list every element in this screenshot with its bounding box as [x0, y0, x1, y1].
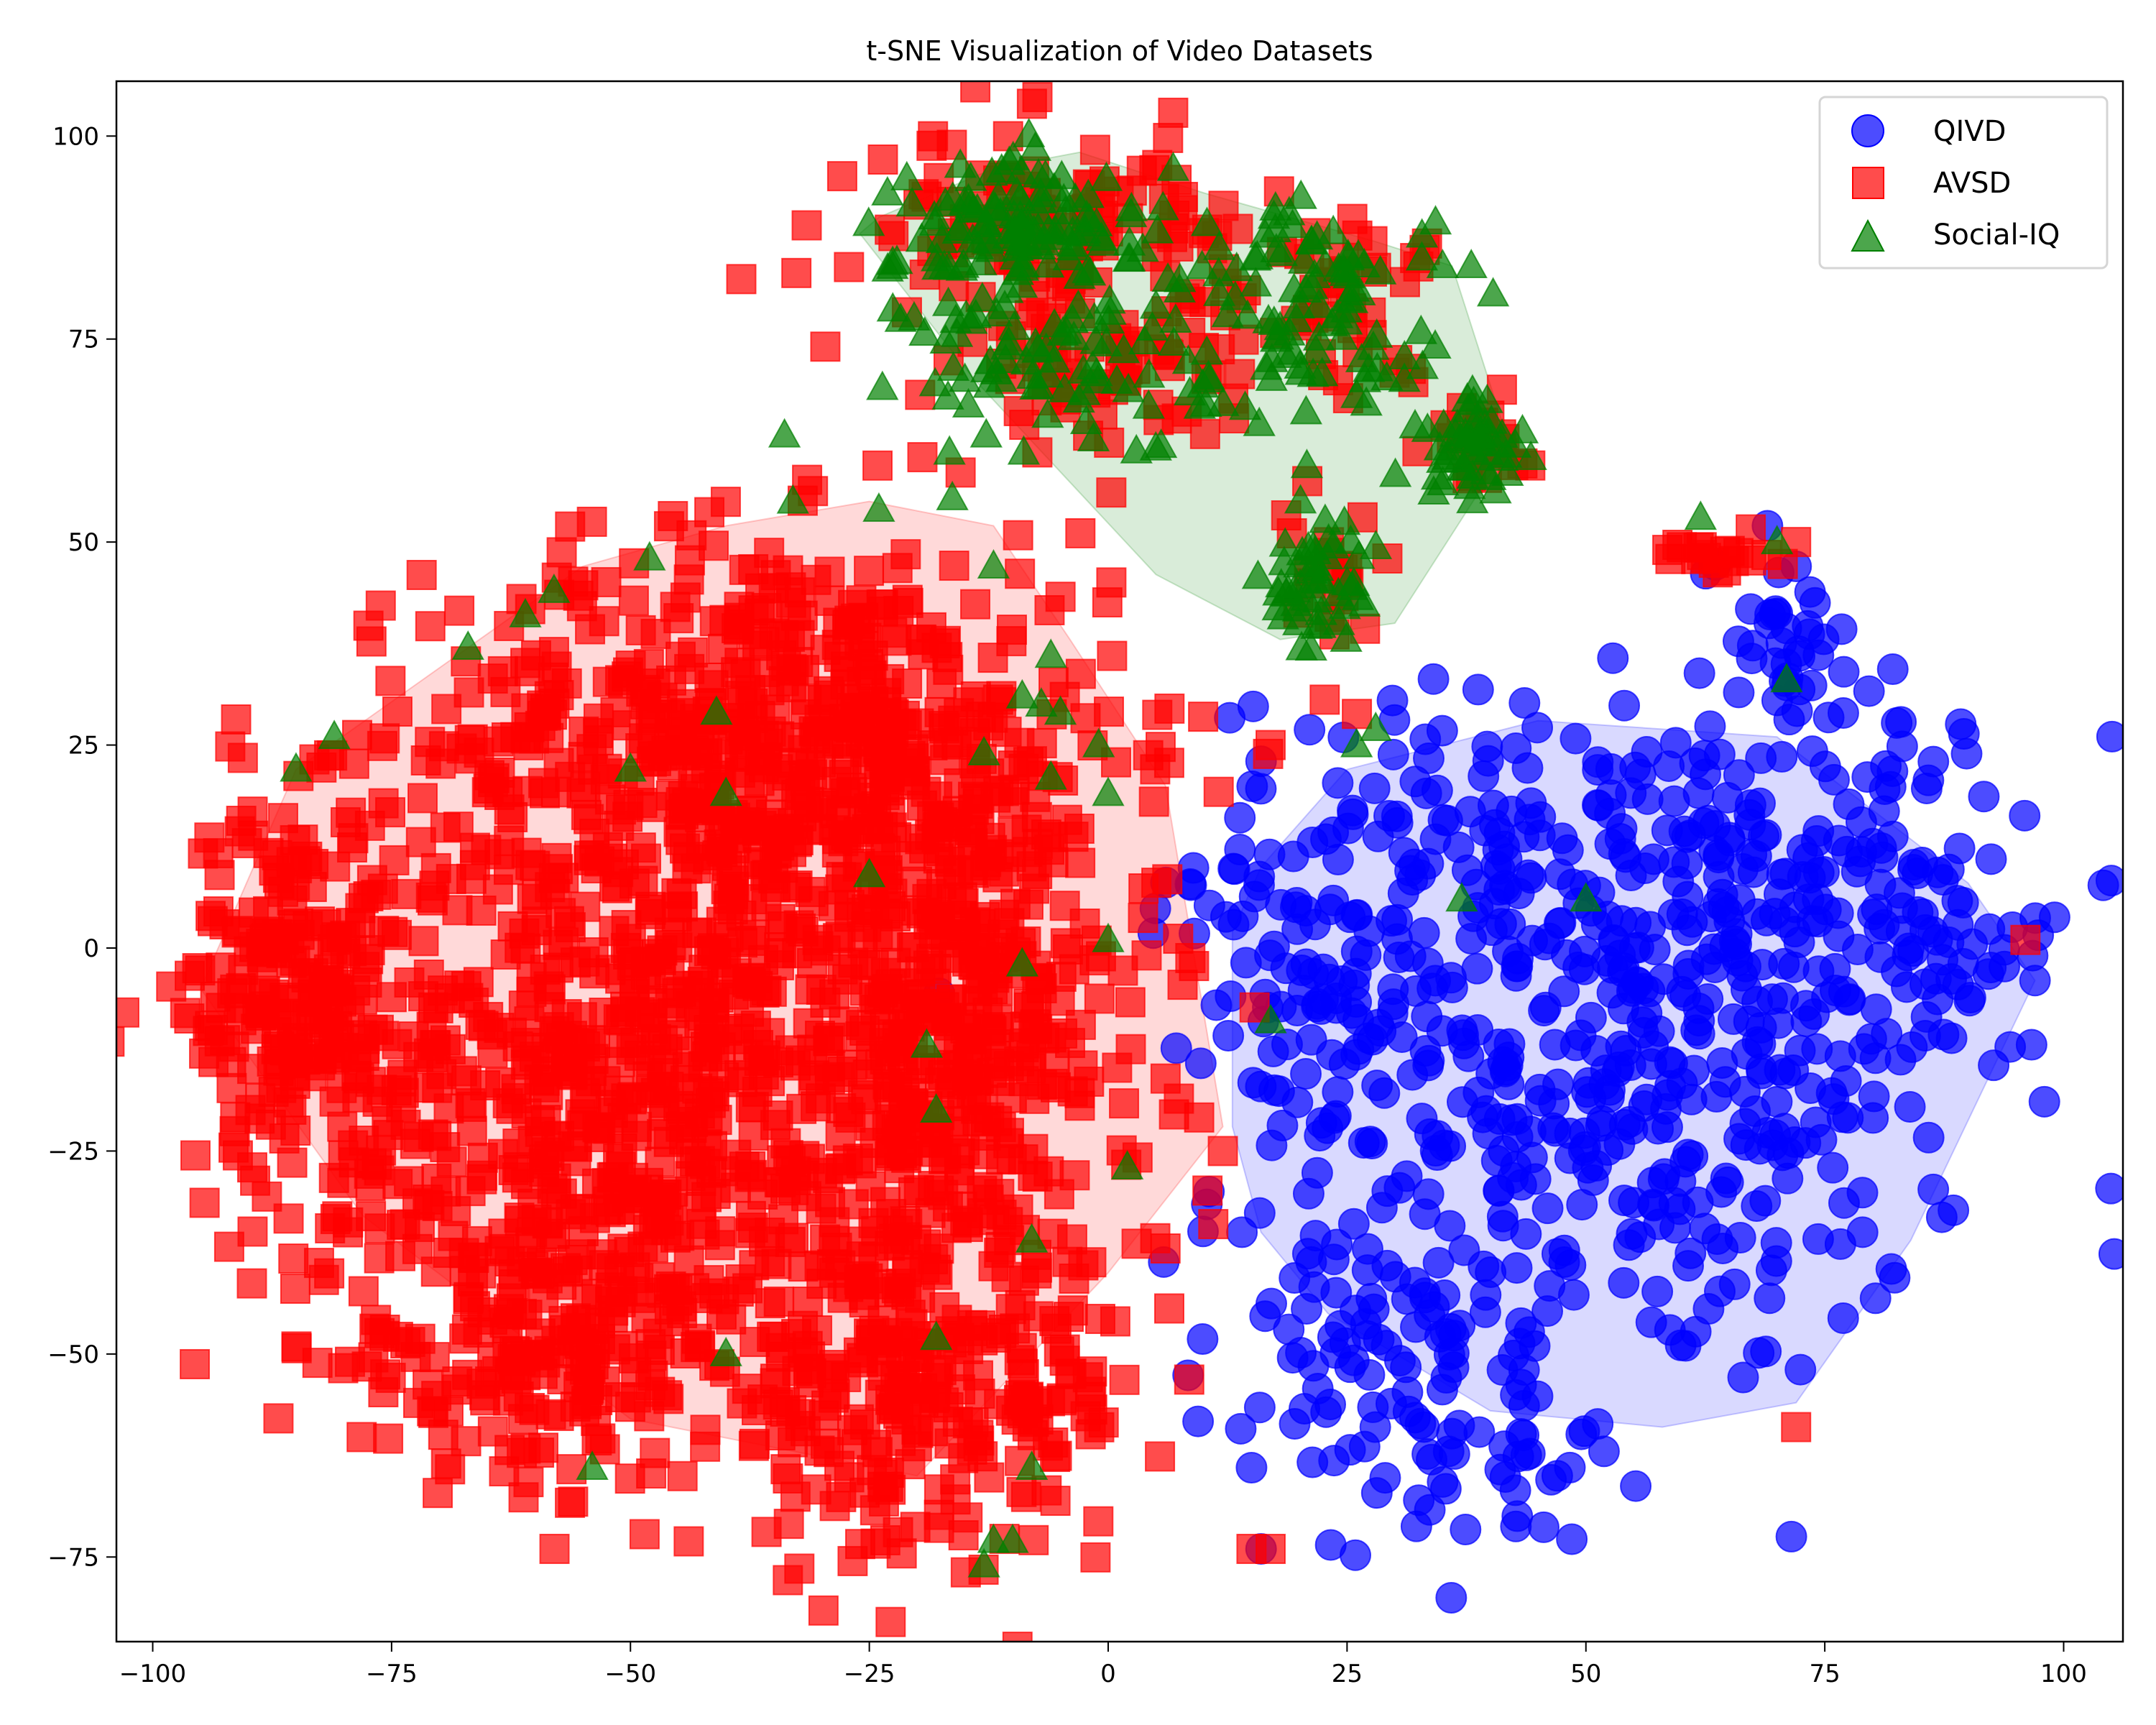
x-tick-label: 25 [1332, 1660, 1363, 1688]
legend-item-avsd: AVSD [1852, 167, 2011, 200]
data-points [116, 81, 2123, 1642]
triangle-marker-icon [1851, 218, 1885, 252]
x-tick-label: 50 [1570, 1660, 1601, 1688]
chart-title: t-SNE Visualization of Video Datasets [866, 35, 1373, 67]
legend-item-qivd: QIVD [1851, 114, 2006, 148]
legend: QIVD AVSD Social-IQ [1818, 96, 2109, 270]
y-tick-label: 25 [68, 732, 99, 760]
y-axis: −75 −50 −25 0 25 50 75 100 [47, 122, 116, 1572]
series-social-iq [280, 117, 1803, 1578]
square-marker-icon [1852, 167, 1884, 199]
plot-frame [115, 80, 2124, 1643]
legend-label-social-iq: Social-IQ [1933, 218, 2060, 252]
legend-item-social-iq: Social-IQ [1851, 218, 2060, 252]
y-tick-label: 50 [68, 528, 99, 557]
y-tick-label: −75 [47, 1543, 99, 1572]
circle-marker-icon [1851, 114, 1884, 147]
y-tick-label: −50 [47, 1340, 99, 1369]
x-tick-label: −50 [604, 1660, 656, 1688]
y-tick-label: 0 [83, 934, 99, 963]
x-tick-label: 100 [2040, 1660, 2087, 1688]
x-tick-label: 75 [1809, 1660, 1840, 1688]
x-tick-label: 0 [1100, 1660, 1116, 1688]
y-tick-label: 75 [68, 326, 99, 354]
series-qivd [923, 510, 2123, 1614]
legend-box [1818, 96, 2109, 270]
y-tick-label: 100 [52, 122, 99, 151]
legend-label-qivd: QIVD [1933, 115, 2006, 148]
x-tick-label: −100 [119, 1660, 186, 1688]
x-axis: −100 −75 −50 −25 0 25 50 75 100 [119, 1642, 2087, 1688]
x-tick-label: −25 [844, 1660, 895, 1688]
legend-label-avsd: AVSD [1933, 167, 2011, 200]
x-tick-label: −75 [366, 1660, 418, 1688]
y-tick-label: −25 [47, 1137, 99, 1166]
